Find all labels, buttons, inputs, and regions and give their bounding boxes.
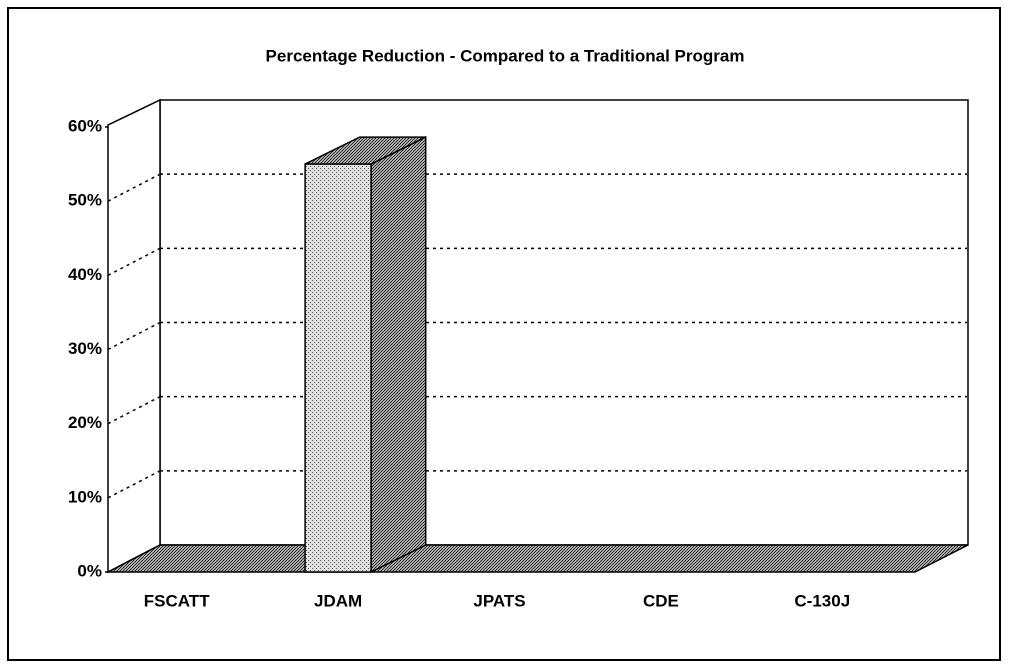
y-tick-label: 40% (68, 265, 102, 284)
y-tick-label: 50% (68, 191, 102, 210)
x-tick-label: FSCATT (144, 591, 210, 610)
bar-side (370, 135, 427, 574)
y-tick-label: 0% (77, 561, 102, 580)
x-tick-label: CDE (643, 591, 679, 610)
y-tick-label: 30% (68, 339, 102, 358)
chart-title: Percentage Reduction - Compared to a Tra… (266, 46, 745, 65)
grid-line (107, 247, 161, 276)
grid-line (107, 321, 161, 351)
grid-line (107, 396, 161, 425)
x-tick-label: JDAM (314, 591, 362, 610)
y-tick-label: 10% (68, 487, 102, 506)
y-tick-label: 60% (68, 116, 102, 135)
bar (304, 163, 372, 573)
grid-line (107, 470, 161, 499)
x-tick-label: JPATS (473, 591, 525, 610)
y-tick-label: 20% (68, 413, 102, 432)
x-tick-label: C-130J (794, 591, 850, 610)
grid-line (107, 173, 161, 202)
floor (107, 544, 969, 573)
